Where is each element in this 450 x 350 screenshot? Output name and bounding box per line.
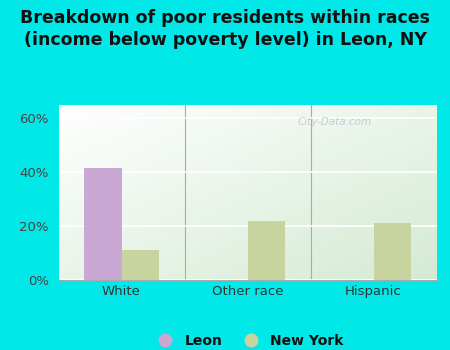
Bar xyxy=(84,168,122,280)
Legend: Leon, New York: Leon, New York xyxy=(146,328,349,350)
Text: City-Data.com: City-Data.com xyxy=(297,117,372,127)
Bar xyxy=(248,221,285,280)
Text: Breakdown of poor residents within races
(income below poverty level) in Leon, N: Breakdown of poor residents within races… xyxy=(20,9,430,49)
Bar xyxy=(374,223,411,280)
Bar xyxy=(122,250,159,280)
